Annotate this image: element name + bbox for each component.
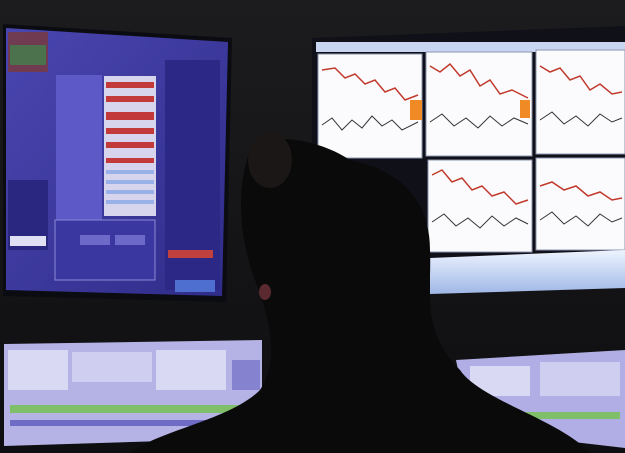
left-monitor [3,24,232,302]
page [0,0,625,453]
photo [0,0,625,453]
